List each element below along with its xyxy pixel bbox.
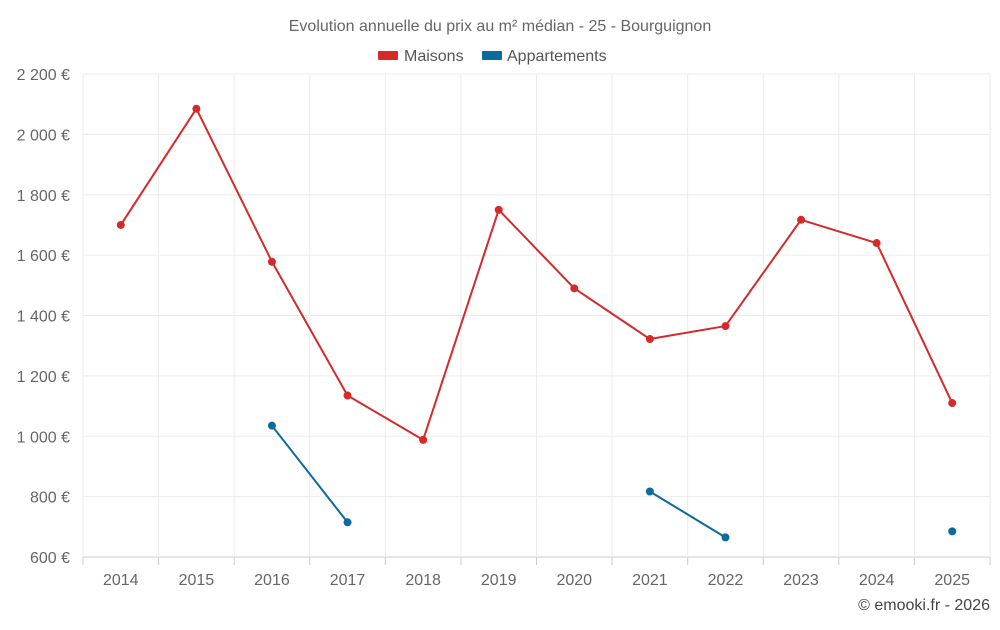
series-maisons — [116, 104, 957, 444]
y-tick-label: 1 800 € — [17, 188, 70, 205]
legend-swatch-maisons — [378, 51, 398, 60]
data-point-maisons[interactable] — [419, 435, 428, 444]
data-point-appartements[interactable] — [948, 527, 957, 536]
grid — [82, 73, 991, 558]
x-tick-label: 2025 — [934, 572, 970, 589]
x-tick-label: 2020 — [556, 572, 592, 589]
data-point-appartements[interactable] — [343, 518, 352, 527]
series-line-appartements — [649, 490, 726, 539]
y-tick-label: 1 600 € — [17, 248, 70, 265]
y-tick-label: 1 000 € — [17, 429, 70, 446]
y-tick-label: 1 200 € — [17, 369, 70, 386]
x-tick-label: 2024 — [859, 572, 895, 589]
chart-title: Evolution annuelle du prix au m² médian … — [289, 18, 711, 35]
data-point-appartements[interactable] — [721, 533, 730, 542]
x-tick-label: 2017 — [330, 572, 366, 589]
data-point-maisons[interactable] — [116, 220, 125, 229]
credit-text: © emooki.fr - 2026 — [858, 597, 990, 614]
x-tick-label: 2016 — [254, 572, 290, 589]
x-tick-label: 2015 — [179, 572, 215, 589]
series-line-appartements — [271, 425, 349, 523]
data-point-maisons[interactable] — [570, 284, 579, 293]
y-tick-label: 1 400 € — [17, 309, 70, 326]
legend-label-appartements: Appartements — [507, 48, 607, 65]
x-tick-label: 2021 — [632, 572, 668, 589]
x-tick-label: 2018 — [405, 572, 441, 589]
data-point-maisons[interactable] — [645, 335, 654, 344]
y-tick-label: 2 000 € — [17, 127, 70, 144]
legend-item-maisons[interactable]: Maisons — [378, 48, 464, 65]
data-point-appartements[interactable] — [645, 487, 654, 496]
series-line-maisons — [119, 107, 954, 441]
data-point-maisons[interactable] — [343, 391, 352, 400]
y-tick-label: 600 € — [30, 550, 70, 567]
data-point-appartements[interactable] — [267, 421, 276, 430]
legend-item-appartements[interactable]: Appartements — [482, 48, 607, 65]
series-appartements — [267, 421, 957, 542]
data-point-maisons[interactable] — [494, 205, 503, 214]
data-point-maisons[interactable] — [192, 104, 201, 113]
data-point-maisons[interactable] — [721, 322, 730, 331]
data-point-maisons[interactable] — [267, 257, 276, 266]
x-tick-label: 2014 — [103, 572, 139, 589]
x-tick-label: 2023 — [783, 572, 819, 589]
legend-label-maisons: Maisons — [404, 48, 464, 65]
y-tick-label: 2 200 € — [17, 67, 70, 84]
data-point-maisons[interactable] — [948, 399, 957, 408]
series — [116, 104, 957, 542]
data-point-maisons[interactable] — [797, 215, 806, 224]
y-axis: 600 € 800 € 1 000 € 1 200 € 1 400 € 1 600 € 1 … — [17, 67, 70, 567]
y-tick-label: 800 € — [30, 490, 70, 507]
data-point-maisons[interactable] — [872, 239, 881, 248]
legend-swatch-appartements — [482, 51, 502, 60]
x-tick-label: 2019 — [481, 572, 517, 589]
legend: Maisons Appartements — [378, 48, 607, 65]
x-axis: 2014 2015 2016 2017 2018 2019 2020 2021 2022 2023… — [82, 557, 991, 589]
x-tick-label: 2022 — [708, 572, 744, 589]
